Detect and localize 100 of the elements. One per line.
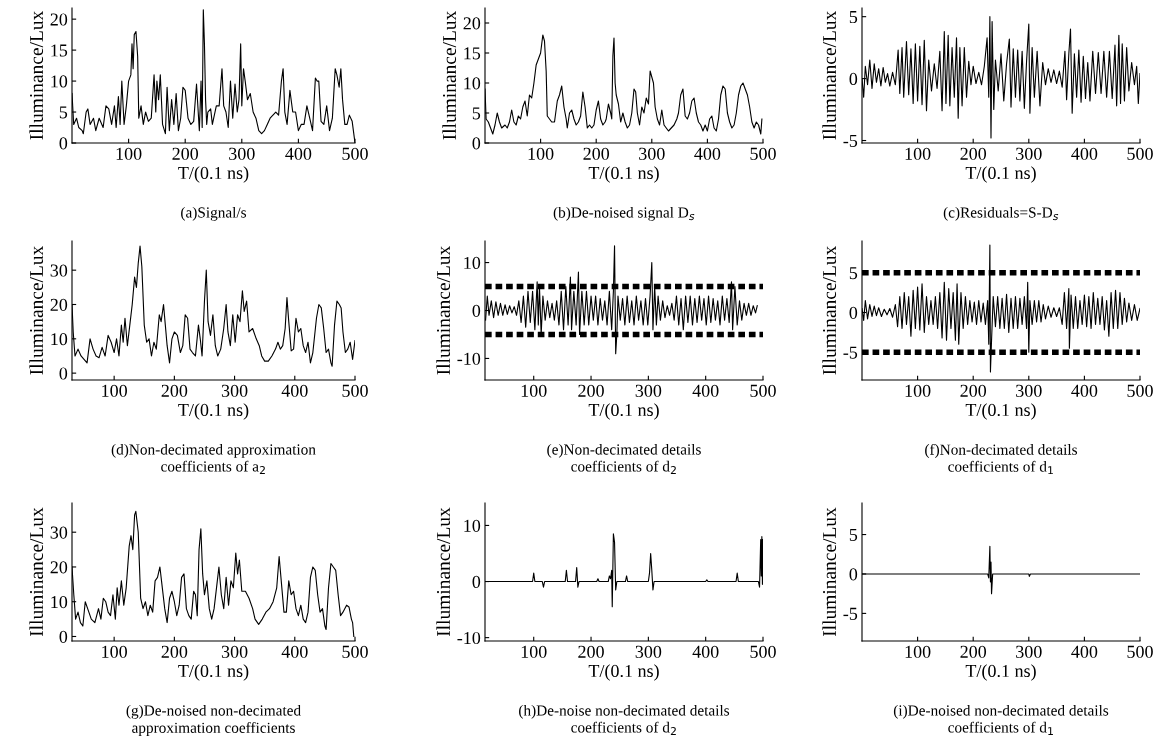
- y-tick-label: 0: [59, 630, 68, 643]
- y-axis-title: Illuminance/Lux: [822, 10, 837, 140]
- y-axis-title: Illuminance/Lux: [822, 245, 837, 375]
- y-tick-label: 10: [51, 333, 68, 346]
- x-tick-label: 300: [635, 645, 662, 658]
- y-tick-label: 10: [464, 77, 481, 90]
- x-tick-label: 300: [1016, 384, 1042, 397]
- x-tick-label: 200: [578, 384, 604, 397]
- text: (c)Residuals=S-D$_{s}$: [943, 206, 1059, 221]
- y-axis-title: Illuminance/Lux: [436, 245, 451, 375]
- text: (i)De-noised non-decimated details coefficients of d$_{1}$: [893, 704, 1109, 735]
- y-tick-label: 0: [472, 575, 481, 588]
- y-tick-label: -5: [843, 607, 858, 620]
- y-tick-label: 15: [464, 47, 481, 60]
- x-tick-label: 200: [161, 384, 188, 397]
- x-tick-label: 200: [583, 147, 610, 160]
- y-tick-label: 0: [849, 72, 858, 86]
- x-axis-title: T/(0.1 ns): [588, 403, 659, 420]
- x-tick-label: 400: [281, 384, 308, 397]
- x-tick-label: 300: [221, 645, 248, 658]
- y-tick-label: 10: [51, 75, 68, 88]
- y-tick-label: 5: [59, 106, 68, 119]
- y-tick-label: 5: [849, 267, 858, 280]
- text: (a)Signal/s: [181, 206, 247, 221]
- x-axis-title: T/(0.1 ns): [588, 664, 659, 681]
- y-axis-title: Illuminance/Lux: [442, 10, 457, 140]
- x-axis-title: T/(0.1 ns): [178, 166, 249, 183]
- x-tick-label: 200: [960, 645, 987, 658]
- x-tick-label: 500: [342, 645, 368, 658]
- x-tick-label: 400: [692, 384, 719, 397]
- y-tick-label: 5: [849, 528, 858, 541]
- x-tick-label: 400: [692, 645, 719, 658]
- y-tick-label: -5: [843, 346, 858, 359]
- x-tick-label: 200: [172, 147, 199, 160]
- x-tick-label: 300: [639, 147, 665, 160]
- text: (h)De-noise non-decimated details coefficients of d$_{2}$: [519, 704, 730, 735]
- x-tick-label: 400: [1071, 645, 1098, 658]
- x-tick-label: 100: [116, 147, 142, 160]
- text: (d)Non-decimated approximation coefficients of a$_{2}$: [111, 443, 316, 474]
- y-tick-label: 20: [50, 561, 68, 574]
- x-tick-label: 400: [281, 645, 308, 658]
- x-tick-label: 200: [960, 384, 987, 397]
- x-tick-label: 200: [578, 645, 604, 658]
- y-tick-label: 5: [472, 107, 481, 120]
- x-tick-label: 100: [528, 147, 554, 160]
- y-tick-label: 0: [849, 568, 858, 581]
- text: (g)De-noised non-decimated approximation coefficients: [126, 704, 301, 737]
- text: (f)Non-decimated details coefficients of d$_{1}$: [925, 443, 1078, 475]
- y-tick-label: 0: [59, 137, 68, 150]
- x-tick-label: 500: [342, 147, 368, 160]
- x-tick-label: 200: [161, 645, 188, 658]
- x-tick-label: 400: [1071, 147, 1098, 160]
- y-tick-label: 30: [50, 264, 68, 277]
- x-tick-label: 400: [694, 147, 721, 160]
- y-tick-label: 0: [59, 367, 68, 380]
- x-tick-label: 300: [229, 147, 255, 160]
- x-tick-label: 100: [102, 384, 127, 397]
- y-tick-label: 0: [849, 306, 858, 319]
- x-tick-label: 100: [905, 147, 931, 160]
- y-tick-label: -5: [843, 134, 858, 147]
- x-axis-title: T/(0.1 ns): [965, 166, 1036, 183]
- y-tick-label: 5: [849, 11, 858, 24]
- y-axis-title: Illuminance/Lux: [436, 507, 451, 637]
- y-tick-label: 20: [50, 13, 68, 26]
- y-tick-label: -10: [457, 631, 481, 645]
- x-tick-label: 100: [905, 384, 931, 397]
- x-axis-title: T/(0.1 ns): [178, 403, 249, 420]
- y-axis-title: Illuminance/Lux: [29, 10, 44, 140]
- x-tick-label: 100: [905, 645, 931, 658]
- x-tick-label: 500: [750, 147, 776, 160]
- y-tick-label: 10: [464, 519, 481, 532]
- y-tick-label: 0: [472, 137, 481, 150]
- x-tick-label: 500: [750, 645, 776, 658]
- y-axis-title: Illuminance/Lux: [29, 507, 44, 637]
- y-tick-label: 0: [472, 304, 481, 317]
- y-tick-label: 10: [51, 595, 68, 609]
- x-axis-title: T/(0.1 ns): [588, 166, 659, 183]
- x-tick-label: 100: [521, 645, 547, 658]
- y-tick-label: -10: [457, 352, 481, 365]
- y-tick-label: 20: [463, 17, 481, 30]
- x-tick-label: 300: [1016, 147, 1042, 160]
- x-axis-title: T/(0.1 ns): [965, 664, 1036, 681]
- x-tick-label: 500: [1127, 645, 1153, 658]
- x-axis-title: T/(0.1 ns): [178, 664, 249, 681]
- x-tick-label: 300: [635, 384, 662, 397]
- x-tick-label: 100: [102, 645, 127, 658]
- text: (b)De-noised signal D$_{s}$: [553, 206, 695, 221]
- x-axis-title: T/(0.1 ns): [965, 403, 1036, 420]
- x-tick-label: 500: [750, 384, 776, 397]
- y-tick-label: 15: [51, 44, 68, 57]
- y-axis-title: Illuminance/Lux: [822, 507, 837, 637]
- y-axis-title: Illuminance/Lux: [29, 245, 44, 375]
- x-tick-label: 200: [960, 147, 987, 160]
- text: (e)Non-decimated details coefficients of d$_{2}$: [547, 443, 701, 474]
- y-tick-label: 10: [464, 256, 481, 270]
- x-tick-label: 100: [521, 384, 547, 397]
- x-tick-label: 500: [342, 384, 368, 397]
- x-tick-label: 300: [221, 384, 248, 397]
- x-tick-label: 300: [1016, 645, 1042, 658]
- x-tick-label: 500: [1127, 384, 1153, 397]
